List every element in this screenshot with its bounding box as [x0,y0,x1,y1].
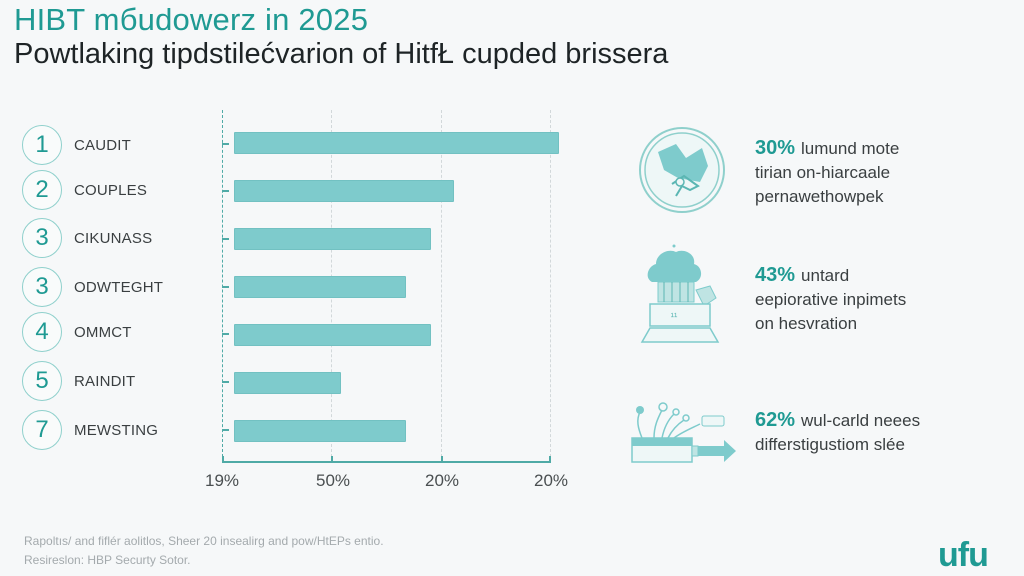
footnote: Rapoltıs/ and fiflér aolitlos, Sheer 20 … [24,532,384,570]
svg-text:¹¹: ¹¹ [671,312,678,323]
category-label: ODWTEGHT [74,278,164,296]
stat-text: tirian on-hiarcaale [755,163,891,182]
category-label: OMMCT [74,323,132,341]
row-label: 5 RAINDIT [22,361,135,401]
grid-line [441,110,442,462]
number-badge: 4 [22,312,62,352]
category-label: CIKUNASS [74,229,153,247]
brand-logo: ufu [938,536,989,574]
stat-text: differstigustiom slée [755,435,905,454]
x-tick [222,456,224,463]
stat-block: 43% untard eepiorative inpimets on hesvra… [755,263,906,336]
stat-percent: 43% [755,264,796,286]
category-label: RAINDIT [74,372,136,390]
number-badge: 2 [22,170,62,210]
shield-emblem-icon [638,126,726,219]
bar-mewsting [234,420,406,442]
x-tick-label: 20% [424,471,460,490]
category-label: COUPLES [74,181,148,199]
x-axis [222,461,550,463]
tree-building-icon: ¹¹ [638,242,734,351]
stat-text: wul-carld neees [801,411,921,430]
category-label: CAUDIT [74,136,132,154]
number-badge: 3 [22,218,62,258]
number-badge: 3 [22,267,62,307]
y-tick [222,381,229,383]
row-label: 1 CAUDIT [22,125,131,165]
y-tick [222,333,229,335]
stat-text: eepiorative inpimets [755,290,907,309]
stat-text: untard [801,266,850,285]
stat-text: lumund mote [801,139,900,158]
row-label: 2 COUPLES [22,170,147,210]
row-label: 7 MEWSTING [22,410,158,450]
y-tick [222,286,229,288]
x-tick [549,456,551,463]
stat-percent: 30% [755,137,796,159]
number-badge: 5 [22,361,62,401]
x-tick [331,456,333,463]
number-badge: 1 [22,125,62,165]
y-tick [222,429,229,431]
number-badge: 7 [22,410,62,450]
stat-block: 62% wul-carld neees differstigustiom slée [755,408,920,457]
footnote-line: Resireslon: HBP Securty Sotor. [24,553,191,567]
card-arrow-icon [628,398,740,473]
y-tick [222,238,229,240]
y-tick [222,143,229,145]
x-tick [441,456,443,463]
bar-ommct [234,324,431,346]
stat-percent: 62% [755,409,796,431]
page-title: HIBT mбudowerz in 2025 [14,2,369,37]
category-label: MEWSTING [74,421,159,439]
grid-line [550,110,551,462]
row-label: 4 OMMCT [22,312,132,352]
bar-raindit [234,372,341,394]
y-tick [222,190,229,192]
row-label: 3 ODWTEGHT [22,267,163,307]
page-subtitle: Powtlaking tipdstilećvarion of HitfŁ cup… [14,38,669,70]
bar-cikunass [234,228,431,250]
bar-odwteght [234,276,406,298]
stat-block: 30% lumund mote tirian on-hiarcaale perna… [755,136,899,209]
bar-couples [234,180,454,202]
footnote-line: Rapoltıs/ and fiflér aolitlos, Sheer 20 … [24,534,384,548]
x-tick-label: 50% [315,471,351,490]
bar-caudit [234,132,559,154]
stat-text: pernawethowpek [755,187,884,206]
x-tick-label: 19% [204,471,240,490]
stat-text: on hesvration [755,314,858,333]
x-tick-label: 20% [533,471,569,490]
row-label: 3 CIKUNASS [22,218,152,258]
